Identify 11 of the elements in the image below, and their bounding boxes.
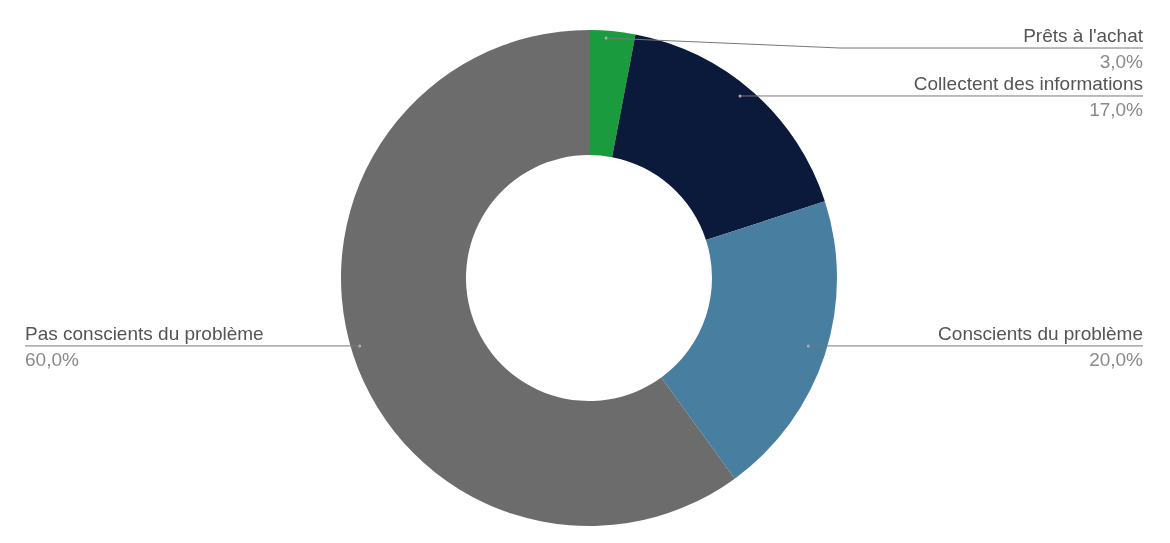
data-label: 20,0% (1089, 348, 1144, 370)
donut-slice (612, 34, 825, 240)
data-label: 3,0% (1099, 51, 1144, 72)
slice-label: Conscients du problème (938, 322, 1143, 344)
data-label: 60,0% (25, 348, 79, 370)
data-label: 17,0% (1089, 98, 1144, 120)
donut-slice (661, 201, 837, 479)
donut-slice (589, 30, 636, 158)
slice-label: Prêts à l'achat (1023, 25, 1144, 46)
slice-label: Pas conscients du problème (25, 322, 264, 344)
slice-label: Collectent des informations (913, 72, 1143, 94)
